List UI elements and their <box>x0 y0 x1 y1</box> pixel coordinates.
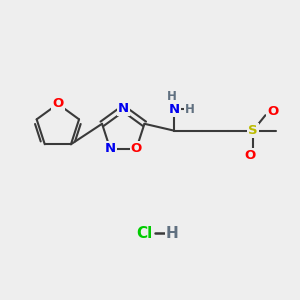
Text: N: N <box>169 103 180 116</box>
Text: N: N <box>105 142 116 155</box>
Text: O: O <box>52 98 64 110</box>
Text: S: S <box>248 124 258 137</box>
Text: H: H <box>166 226 179 241</box>
Text: O: O <box>131 142 142 155</box>
Text: O: O <box>244 149 256 162</box>
Text: H: H <box>167 90 177 103</box>
Text: N: N <box>118 102 129 115</box>
Text: O: O <box>267 105 278 118</box>
Text: H: H <box>185 103 195 116</box>
Text: Cl: Cl <box>136 226 152 241</box>
